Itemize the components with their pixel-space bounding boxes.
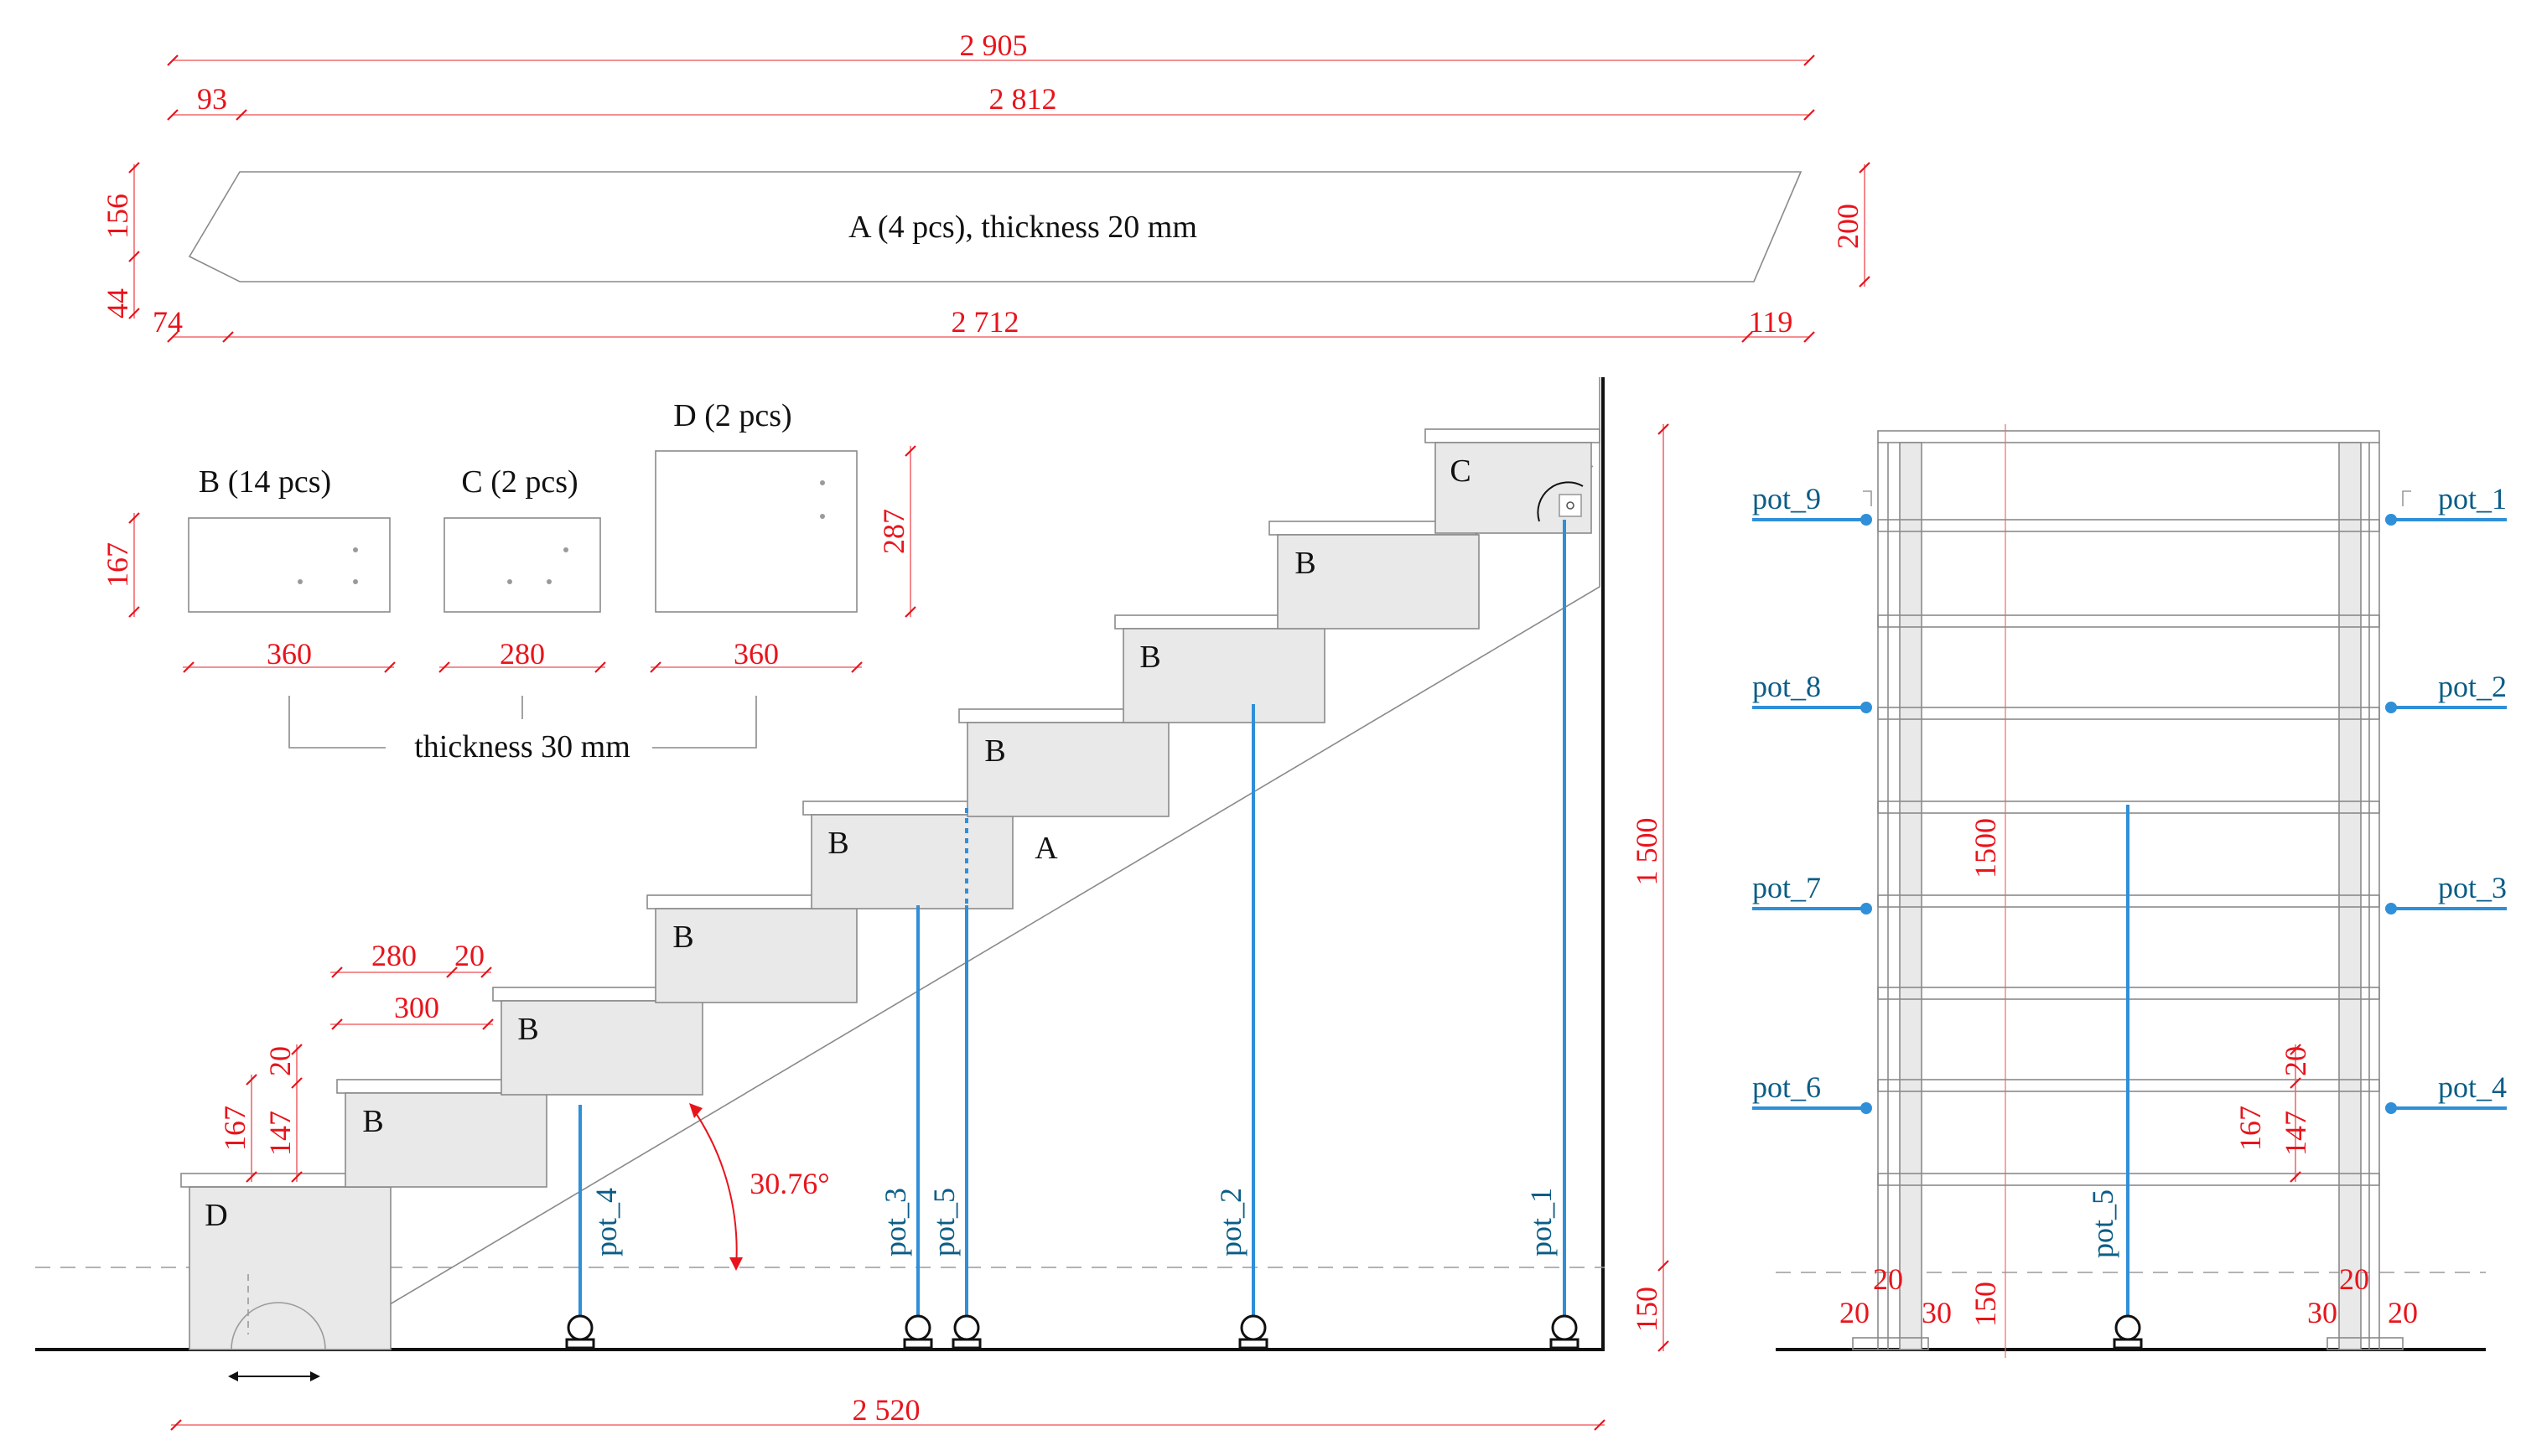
front-dim-147: 147 bbox=[2279, 1111, 2312, 1156]
step-d bbox=[189, 1186, 392, 1350]
part-a-board bbox=[188, 171, 1803, 282]
dim-right-h: 200 bbox=[1831, 204, 1865, 249]
dim-tread-300: 300 bbox=[394, 991, 439, 1024]
front-dim-bl-30: 30 bbox=[1922, 1296, 1952, 1329]
post-foot-2 bbox=[1238, 1314, 1268, 1350]
front-pot-5: pot_5 bbox=[2086, 1189, 2119, 1258]
part-d-board bbox=[655, 450, 858, 613]
dim-part-c-width: 280 bbox=[500, 637, 545, 671]
front-pot-8: pot_8 bbox=[1752, 670, 1821, 703]
part-b-board bbox=[188, 517, 391, 613]
part-a-label: A (4 pcs), thickness 20 mm bbox=[848, 210, 1197, 245]
post-label-3: pot_3 bbox=[879, 1188, 912, 1257]
dim-bottom-left: 74 bbox=[153, 305, 183, 339]
step-b-7 bbox=[1277, 534, 1480, 630]
post-foot-3 bbox=[903, 1314, 933, 1350]
step-label-b-7: B bbox=[1294, 546, 1315, 581]
step-label-b-5: B bbox=[984, 733, 1005, 769]
thickness-note: thickness 30 mm bbox=[414, 729, 630, 764]
front-pot-9: pot_9 bbox=[1752, 482, 1821, 516]
part-c-board bbox=[444, 517, 601, 613]
post-foot-5 bbox=[952, 1314, 982, 1350]
front-dim-167: 167 bbox=[2233, 1106, 2267, 1151]
side-view: D B B B B B B B C A pot_4 pot bbox=[35, 377, 1669, 1431]
front-pot-2: pot_2 bbox=[2438, 670, 2507, 703]
front-pot-1: pot_1 bbox=[2438, 482, 2507, 516]
front-view: pot_9 pot_8 pot_7 pot_6 pot_1 pot_2 pot_… bbox=[1752, 424, 2507, 1358]
step-b-2 bbox=[501, 1000, 703, 1096]
step-label-d: D bbox=[205, 1198, 227, 1233]
dim-riser-167: 167 bbox=[218, 1106, 252, 1151]
front-dim-bl-20a: 20 bbox=[1873, 1262, 1903, 1296]
step-label-b-4: B bbox=[827, 826, 848, 861]
dim-bottom-main: 2 712 bbox=[952, 305, 1019, 339]
post-label-2: pot_2 bbox=[1214, 1188, 1248, 1257]
post-label-4: pot_4 bbox=[589, 1188, 623, 1257]
angle-label: 30.76° bbox=[750, 1167, 829, 1200]
stringer-label-a: A bbox=[1035, 831, 1058, 866]
front-dim-1500: 1500 bbox=[1969, 818, 2002, 878]
dim-left-h-top: 156 bbox=[101, 194, 134, 239]
step-label-b-2: B bbox=[517, 1012, 538, 1047]
step-label-b-6: B bbox=[1139, 640, 1160, 675]
part-c-label: C (2 pcs) bbox=[461, 464, 578, 500]
dim-part-b-height: 167 bbox=[101, 542, 134, 588]
front-post-foot-5 bbox=[2113, 1314, 2143, 1350]
front-pot-6: pot_6 bbox=[1752, 1070, 1821, 1104]
post-foot-1 bbox=[1549, 1314, 1580, 1350]
step-label-c: C bbox=[1450, 453, 1471, 489]
dim-left-h-bottom: 44 bbox=[101, 288, 134, 319]
dim-nose-20: 20 bbox=[454, 939, 485, 972]
dim-nose-side-20: 20 bbox=[263, 1046, 297, 1076]
dim-height-1500: 1 500 bbox=[1630, 818, 1663, 886]
step-label-b-3: B bbox=[672, 920, 693, 955]
front-dim-br-30: 30 bbox=[2307, 1296, 2337, 1329]
dim-riser-147: 147 bbox=[263, 1111, 297, 1156]
post-foot-4 bbox=[565, 1314, 595, 1350]
dim-main: 2 812 bbox=[989, 82, 1057, 116]
front-dim-br-20a: 20 bbox=[2339, 1262, 2369, 1296]
step-b-1 bbox=[345, 1092, 547, 1188]
step-c bbox=[1434, 442, 1592, 534]
part-a-section: 2 905 93 2 812 A (4 pcs), thickness 20 m… bbox=[101, 28, 1870, 343]
front-dim-bl-20b: 20 bbox=[1839, 1296, 1870, 1329]
part-d-label: D (2 pcs) bbox=[673, 398, 791, 433]
front-pot-4: pot_4 bbox=[2438, 1070, 2507, 1104]
front-stringer-right bbox=[2338, 442, 2362, 1350]
dim-width-2520: 2 520 bbox=[853, 1393, 921, 1427]
front-dim-br-20b: 20 bbox=[2388, 1296, 2418, 1329]
step-b-4 bbox=[811, 814, 1014, 909]
post-label-5: pot_5 bbox=[927, 1188, 961, 1257]
front-stringer-left bbox=[1899, 442, 1922, 1350]
dim-tread-280: 280 bbox=[371, 939, 417, 972]
step-b-6 bbox=[1123, 628, 1325, 723]
dim-offset: 93 bbox=[197, 82, 227, 116]
step-b-3 bbox=[655, 908, 858, 1003]
front-dim-150: 150 bbox=[1969, 1282, 2002, 1327]
parts-section: B (14 pcs) C (2 pcs) D (2 pcs) 167 287 3… bbox=[101, 398, 916, 764]
step-b-5 bbox=[967, 722, 1170, 817]
front-dim-20: 20 bbox=[2279, 1046, 2312, 1076]
dim-part-d-height: 287 bbox=[877, 509, 910, 554]
dim-height-150: 150 bbox=[1630, 1287, 1663, 1332]
dim-part-b-width: 360 bbox=[267, 637, 312, 671]
part-b-label: B (14 pcs) bbox=[199, 464, 331, 500]
post-label-1: pot_1 bbox=[1524, 1188, 1558, 1257]
dim-bottom-right: 119 bbox=[1749, 305, 1793, 339]
step-label-b-1: B bbox=[362, 1104, 383, 1139]
dim-part-d-width: 360 bbox=[734, 637, 779, 671]
front-pot-7: pot_7 bbox=[1752, 871, 1821, 904]
dim-total: 2 905 bbox=[960, 28, 1028, 62]
front-pot-3: pot_3 bbox=[2438, 871, 2507, 904]
